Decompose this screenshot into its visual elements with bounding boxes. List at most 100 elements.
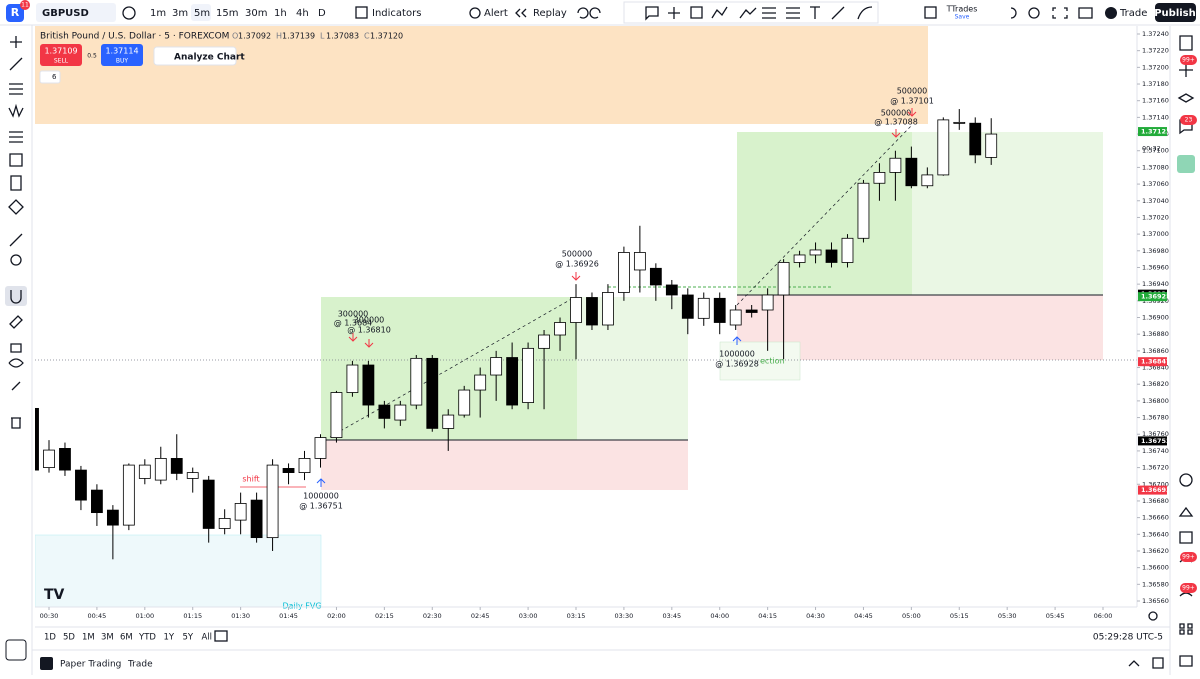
interval[interactable]: D	[318, 8, 326, 19]
compare-button[interactable]	[122, 6, 136, 20]
candle-body	[889, 157, 902, 173]
ohlc-label: L	[320, 32, 325, 41]
y-tick-label: 1.37180	[1142, 80, 1169, 88]
fvg-label: Daily FVG	[282, 602, 321, 611]
x-tick-label: 05:00	[902, 612, 921, 620]
y-tick-label: 1.36580	[1142, 580, 1169, 588]
interval[interactable]: 4h	[296, 8, 309, 19]
publish-button[interactable]: Publish	[1154, 8, 1196, 19]
candle-body	[697, 297, 710, 319]
y-tick-label: 1.37140	[1142, 113, 1169, 121]
y-tick-label: 1.36620	[1142, 547, 1169, 555]
price-badge	[1138, 127, 1167, 137]
date-range-icon[interactable]	[214, 630, 228, 642]
candle-body	[442, 414, 455, 429]
layout-checkbox[interactable]	[924, 6, 937, 19]
symbol-title: British Pound / U.S. Dollar · 5 · FOREXC…	[40, 32, 229, 42]
drawing-tools[interactable]	[645, 6, 873, 21]
layout-save[interactable]: Save	[955, 14, 970, 21]
candle-body	[570, 297, 582, 323]
trade-tab[interactable]: Trade	[127, 660, 153, 670]
chart-actions[interactable]	[1010, 7, 1093, 19]
interval-active	[191, 4, 211, 21]
y-tick-label: 1.36740	[1142, 447, 1169, 455]
ohlc-value: 1.37120	[370, 32, 403, 41]
interval[interactable]: 15m	[216, 8, 238, 19]
candle-body	[681, 294, 694, 319]
daily-fvg-zone	[35, 534, 322, 607]
publish-bg[interactable]	[1155, 3, 1196, 22]
range-button[interactable]: 6M	[120, 633, 133, 643]
price-badge-label: 1.36925	[1141, 293, 1171, 301]
interval[interactable]: 1h	[274, 8, 287, 19]
y-tick-label: 1.37200	[1142, 63, 1169, 71]
candle-body	[761, 294, 774, 311]
range-button[interactable]: 1D	[44, 633, 56, 643]
y-tick-label: 1.36700	[1142, 480, 1169, 488]
buy-button[interactable]	[101, 44, 143, 66]
panel-controls[interactable]	[1128, 657, 1164, 669]
candle-body	[202, 479, 215, 529]
analyze-label: Analyze Chart	[174, 53, 245, 63]
badge-count: 11	[21, 2, 29, 9]
trade-price: @ 1.36751	[299, 502, 343, 511]
sidebar-badge-count: 99+	[1182, 585, 1195, 592]
trade-qty: 500000	[881, 109, 912, 118]
candle-body	[777, 262, 790, 296]
range-button[interactable]: 3M	[101, 633, 114, 643]
trade-button[interactable]: Trade	[1119, 8, 1147, 19]
interval[interactable]: 3m	[172, 8, 188, 19]
price-badge	[1138, 357, 1167, 367]
sidebar-badge-count: 99+	[1182, 554, 1195, 561]
layout-name[interactable]: TTrades	[946, 5, 978, 14]
left-tools[interactable]	[8, 36, 24, 429]
sell-button[interactable]	[40, 44, 82, 66]
range-button[interactable]: 5Y	[183, 633, 194, 643]
candle-body	[330, 392, 343, 438]
symbol-search[interactable]	[36, 3, 116, 22]
interval[interactable]: 30m	[245, 8, 267, 19]
ohlc-label: O	[232, 32, 238, 41]
alert-button[interactable]: Alert	[484, 8, 508, 19]
indicators-toggle[interactable]	[39, 70, 61, 84]
candle-body	[538, 334, 550, 349]
replay-button[interactable]: Replay	[533, 8, 567, 19]
y-tick-label: 1.37000	[1142, 230, 1169, 238]
interval[interactable]: 5m	[194, 8, 210, 19]
indicator-count: 6	[52, 73, 57, 81]
interval[interactable]: 1m	[150, 8, 166, 19]
x-tick-label: 03:30	[615, 612, 634, 620]
sidebar-icons[interactable]	[1177, 35, 1195, 667]
y-tick-label: 1.36640	[1142, 530, 1169, 538]
candle-body	[394, 404, 407, 421]
candle-body	[649, 267, 662, 286]
price-badge	[1138, 485, 1167, 495]
candle-body	[378, 404, 391, 419]
range-button[interactable]: All	[202, 633, 213, 643]
range-button[interactable]: YTD	[138, 633, 156, 643]
analyze-button[interactable]	[153, 46, 237, 66]
y-tick-label: 1.36940	[1142, 280, 1169, 288]
range-button[interactable]: 5D	[63, 633, 75, 643]
range-button[interactable]: 1M	[82, 633, 95, 643]
y-tick-label: 1.37040	[1142, 197, 1169, 205]
axis-settings[interactable]	[1148, 611, 1158, 621]
countdown: 00:32	[1142, 145, 1161, 153]
indicators-button[interactable]: Indicators	[372, 8, 421, 19]
undo-redo[interactable]	[577, 7, 601, 19]
candle-body	[825, 249, 838, 263]
app-icon[interactable]	[1177, 155, 1195, 173]
trade-price: @ 1.37088	[874, 118, 918, 127]
profile-icon[interactable]	[6, 4, 24, 22]
watchlist-button[interactable]	[5, 639, 27, 661]
candle-body	[745, 309, 758, 313]
y-tick-label: 1.36660	[1142, 514, 1169, 522]
candle-body	[857, 182, 870, 239]
x-tick-label: 00:45	[88, 612, 107, 620]
range-button[interactable]: 1Y	[164, 633, 175, 643]
profile-letter: R	[11, 6, 20, 19]
y-tick-label: 1.36980	[1142, 247, 1169, 255]
candle-body	[490, 357, 503, 376]
paper-trading-tab[interactable]: Paper Trading	[60, 660, 121, 670]
trade-price: @ 1.36926	[555, 260, 599, 269]
